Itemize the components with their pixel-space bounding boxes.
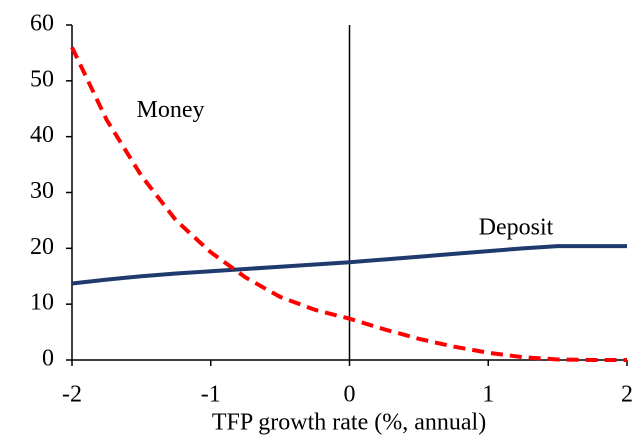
y-tick-label: 40 — [30, 122, 54, 148]
y-tick-label: 0 — [42, 346, 54, 372]
series-label: Money — [137, 97, 205, 123]
x-tick-label: 0 — [344, 382, 356, 408]
y-tick-label: 20 — [30, 234, 54, 260]
y-tick-label: 60 — [30, 11, 54, 37]
x-tick-label: 1 — [482, 382, 494, 408]
y-tick-label: 30 — [30, 178, 54, 204]
series-line — [70, 46, 627, 362]
y-tick-label: 10 — [30, 290, 54, 316]
y-tick-label: 50 — [30, 66, 54, 92]
x-tick-label: 2 — [621, 382, 633, 408]
series-line — [71, 244, 627, 286]
x-tick-label: -2 — [62, 382, 82, 408]
series-label: Deposit — [479, 214, 554, 240]
x-tick-label: -1 — [201, 382, 221, 408]
x-axis-label: TFP growth rate (%, annual) — [212, 410, 486, 436]
